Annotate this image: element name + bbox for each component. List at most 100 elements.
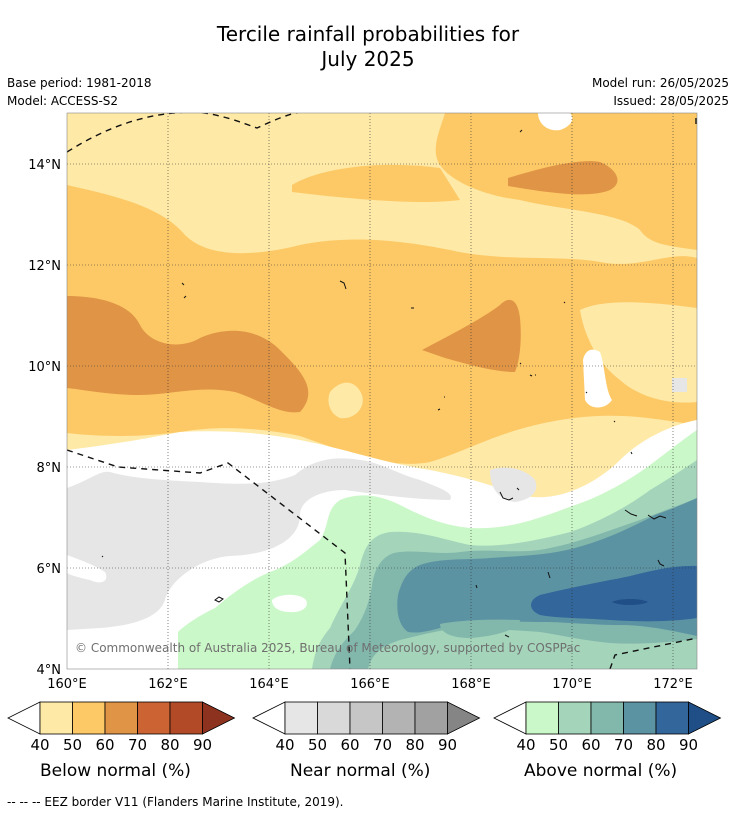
region-below-40-50-inner bbox=[580, 302, 697, 403]
lat-label: 4°N bbox=[37, 663, 62, 678]
colorbar-swatch bbox=[655, 701, 689, 735]
island-outline bbox=[563, 301, 566, 304]
island-outline bbox=[547, 571, 551, 579]
lon-label: 166°E bbox=[350, 677, 390, 692]
island-outline bbox=[475, 584, 478, 589]
colorbar-tick-label: 80 bbox=[160, 736, 179, 754]
lon-label: 168°E bbox=[451, 677, 491, 692]
lon-label: 164°E bbox=[249, 677, 289, 692]
issued-date: Issued: 28/05/2025 bbox=[613, 94, 729, 108]
colorbar-extension-low bbox=[493, 701, 527, 735]
colorbar-tick-label: 90 bbox=[193, 736, 212, 754]
colorbar-tick-label: 40 bbox=[275, 736, 294, 754]
probability-map bbox=[67, 113, 697, 669]
region-no-signal-top bbox=[538, 113, 573, 131]
base-period: Base period: 1981-2018 bbox=[7, 76, 152, 90]
eez-border-west bbox=[67, 449, 351, 669]
colorbar-swatch bbox=[169, 701, 203, 735]
lon-label: 170°E bbox=[552, 677, 592, 692]
lat-label: 6°N bbox=[37, 562, 62, 577]
lon-label: 160°E bbox=[47, 677, 87, 692]
colorbar-tick-label: 80 bbox=[646, 736, 665, 754]
island-outline bbox=[519, 362, 536, 377]
island-outline bbox=[181, 282, 187, 299]
colorbar-near: 40 50 60 70 80 90 bbox=[252, 701, 481, 754]
island-outline bbox=[585, 391, 633, 455]
island-outline bbox=[624, 509, 667, 520]
colorbar-above: 40 50 60 70 80 90 bbox=[493, 701, 722, 754]
region-no-signal-patch bbox=[272, 594, 307, 613]
colorbar-swatch bbox=[349, 701, 383, 735]
island-outline bbox=[657, 559, 665, 567]
model-name: Model: ACCESS-S2 bbox=[7, 94, 119, 108]
region-above-90 bbox=[612, 599, 648, 605]
title-line-2: July 2025 bbox=[321, 47, 415, 71]
eez-footnote: -- -- -- EEZ border V11 (Flanders Marine… bbox=[7, 795, 344, 809]
island-outlines bbox=[101, 129, 667, 638]
lat-label: 12°N bbox=[28, 259, 61, 274]
colorbar-swatch bbox=[72, 701, 106, 735]
colorbar-swatch bbox=[382, 701, 416, 735]
region-no-signal-east bbox=[583, 349, 612, 408]
island-outline bbox=[519, 129, 523, 133]
longitude-labels: 160°E 162°E 164°E 166°E 168°E 170°E 172°… bbox=[47, 677, 693, 692]
colorbar-tick-label: 50 bbox=[63, 736, 82, 754]
colorbar-swatch bbox=[525, 701, 559, 735]
colorbar-below: 40 50 60 70 80 90 bbox=[7, 701, 236, 754]
colorbar-tick-label: 50 bbox=[549, 736, 568, 754]
lat-label: 10°N bbox=[28, 360, 61, 375]
colorbar-tick-label: 60 bbox=[340, 736, 359, 754]
region-near-40-50-east bbox=[490, 467, 537, 502]
region-above-80-90 bbox=[531, 565, 697, 622]
meta-left: Base period: 1981-2018 Model: ACCESS-S2 bbox=[7, 74, 152, 110]
eez-border-southeast bbox=[609, 637, 697, 669]
eez-borders bbox=[67, 113, 697, 669]
region-below-50-60-top bbox=[292, 164, 460, 203]
colorbar-swatch bbox=[590, 701, 624, 735]
island-outline bbox=[504, 634, 510, 638]
colorbar-swatch bbox=[623, 701, 657, 735]
colorbar-tick-label: 70 bbox=[128, 736, 147, 754]
region-near-40-50 bbox=[67, 458, 451, 630]
colorbar-extension-high bbox=[447, 701, 481, 735]
lat-label: 14°N bbox=[28, 158, 61, 173]
island-outline bbox=[437, 396, 445, 411]
colorbar-tick-label: 40 bbox=[516, 736, 535, 754]
meta-right: Model run: 26/05/2025 Issued: 28/05/2025 bbox=[592, 74, 729, 110]
region-no-signal-west bbox=[67, 555, 107, 583]
island-outline bbox=[214, 596, 224, 603]
colorbar-group: 40 50 60 70 80 90 40 50 60 70 80 90 40 50 60 70 80 90 bbox=[7, 701, 722, 754]
region-below-50-60 bbox=[67, 185, 697, 464]
region-below-60-70-west bbox=[67, 296, 309, 413]
colorbar-tick-label: 60 bbox=[95, 736, 114, 754]
colorbar-extension-high bbox=[202, 701, 236, 735]
colorbar-swatch bbox=[317, 701, 351, 735]
island-outline bbox=[499, 487, 520, 501]
colorbar-tick-label: 40 bbox=[30, 736, 49, 754]
colorbar-swatch bbox=[558, 701, 592, 735]
region-below-60-70-central bbox=[422, 299, 521, 372]
colorbar-label-above: Above normal (%) bbox=[524, 761, 678, 781]
colorbar-tick-label: 70 bbox=[614, 736, 633, 754]
map-title: Tercile rainfall probabilities for July … bbox=[0, 22, 736, 72]
colorbar-label-near: Near normal (%) bbox=[290, 761, 431, 781]
eez-border-north bbox=[67, 113, 299, 153]
colorbar-swatch bbox=[39, 701, 73, 735]
lat-label: 8°N bbox=[37, 461, 62, 476]
colorbar-tick-label: 90 bbox=[438, 736, 457, 754]
island-outline bbox=[101, 555, 104, 558]
colorbar-swatch bbox=[104, 701, 138, 735]
colorbar-extension-low bbox=[252, 701, 286, 735]
region-above-70-80-sw bbox=[440, 619, 520, 638]
colorbar-swatch bbox=[137, 701, 171, 735]
colorbar-tick-label: 60 bbox=[581, 736, 600, 754]
latitude-labels: 14°N 12°N 10°N 8°N 6°N 4°N bbox=[28, 158, 61, 678]
colorbar-extension-high bbox=[688, 701, 722, 735]
colorbar-extension-low bbox=[7, 701, 41, 735]
colorbar-tick-label: 90 bbox=[679, 736, 698, 754]
title-line-1: Tercile rainfall probabilities for bbox=[216, 22, 520, 46]
colorbar-tick-label: 50 bbox=[308, 736, 327, 754]
lon-label: 172°E bbox=[653, 677, 693, 692]
graticule bbox=[67, 113, 697, 669]
